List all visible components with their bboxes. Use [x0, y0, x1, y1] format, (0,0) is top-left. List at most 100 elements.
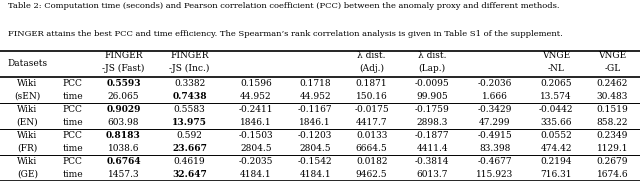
Text: 9462.5: 9462.5 — [356, 170, 387, 179]
Text: 150.16: 150.16 — [356, 92, 388, 101]
Text: 2898.3: 2898.3 — [417, 118, 448, 127]
Text: PCC: PCC — [63, 131, 83, 140]
Text: 83.398: 83.398 — [479, 144, 511, 153]
Text: 0.1718: 0.1718 — [300, 79, 331, 88]
Text: time: time — [62, 118, 83, 127]
Text: Wiki: Wiki — [17, 79, 38, 88]
Text: 858.22: 858.22 — [597, 118, 628, 127]
Text: -0.3814: -0.3814 — [415, 157, 449, 166]
Text: 1846.1: 1846.1 — [300, 118, 331, 127]
Text: -0.1203: -0.1203 — [298, 131, 332, 140]
Text: (GE): (GE) — [17, 170, 38, 179]
Text: λ dist.: λ dist. — [357, 51, 386, 60]
Text: 0.5593: 0.5593 — [106, 79, 141, 88]
Text: Wiki: Wiki — [17, 105, 38, 114]
Text: PCC: PCC — [63, 157, 83, 166]
Text: 1846.1: 1846.1 — [240, 118, 271, 127]
Text: 44.952: 44.952 — [240, 92, 271, 101]
Text: -0.3429: -0.3429 — [477, 105, 512, 114]
Text: -NL: -NL — [548, 64, 564, 73]
Text: 44.952: 44.952 — [300, 92, 331, 101]
Text: -0.1542: -0.1542 — [298, 157, 332, 166]
Text: -0.0095: -0.0095 — [415, 79, 449, 88]
Text: -0.0175: -0.0175 — [355, 105, 389, 114]
Text: 0.7438: 0.7438 — [172, 92, 207, 101]
Text: (sEN): (sEN) — [14, 92, 40, 101]
Text: 47.299: 47.299 — [479, 118, 511, 127]
Text: 0.1871: 0.1871 — [356, 79, 387, 88]
Text: 30.483: 30.483 — [597, 92, 628, 101]
Text: Wiki: Wiki — [17, 157, 38, 166]
Text: 0.2194: 0.2194 — [540, 157, 572, 166]
Text: 716.31: 716.31 — [540, 170, 572, 179]
Text: PCC: PCC — [63, 105, 83, 114]
Text: 0.6764: 0.6764 — [106, 157, 141, 166]
Text: 4184.1: 4184.1 — [300, 170, 331, 179]
Text: Table 2: Computation time (seconds) and Pearson correlation coefficient (PCC) be: Table 2: Computation time (seconds) and … — [8, 2, 559, 10]
Text: -0.1167: -0.1167 — [298, 105, 332, 114]
Text: 603.98: 603.98 — [108, 118, 140, 127]
Text: λ dist.: λ dist. — [418, 51, 447, 60]
Text: 0.4619: 0.4619 — [174, 157, 205, 166]
Text: (Lap.): (Lap.) — [419, 64, 445, 73]
Text: PCC: PCC — [63, 79, 83, 88]
Text: 1038.6: 1038.6 — [108, 144, 140, 153]
Text: 4184.1: 4184.1 — [240, 170, 271, 179]
Text: 6013.7: 6013.7 — [417, 170, 448, 179]
Text: 0.592: 0.592 — [177, 131, 203, 140]
Text: 0.1596: 0.1596 — [240, 79, 272, 88]
Text: -0.1759: -0.1759 — [415, 105, 449, 114]
Text: (FR): (FR) — [17, 144, 38, 153]
Text: 13.574: 13.574 — [540, 92, 572, 101]
Text: VNGE: VNGE — [598, 51, 627, 60]
Text: (EN): (EN) — [17, 118, 38, 127]
Text: -0.2411: -0.2411 — [239, 105, 273, 114]
Text: FINGER: FINGER — [104, 51, 143, 60]
Text: 0.2349: 0.2349 — [597, 131, 628, 140]
Text: 335.66: 335.66 — [540, 118, 572, 127]
Text: FINGER: FINGER — [170, 51, 209, 60]
Text: VNGE: VNGE — [542, 51, 570, 60]
Text: 1457.3: 1457.3 — [108, 170, 140, 179]
Text: 0.9029: 0.9029 — [106, 105, 141, 114]
Text: Datasets: Datasets — [8, 59, 47, 68]
Text: 4417.7: 4417.7 — [356, 118, 387, 127]
Text: 0.0552: 0.0552 — [540, 131, 572, 140]
Text: 0.2462: 0.2462 — [597, 79, 628, 88]
Text: 0.8183: 0.8183 — [106, 131, 141, 140]
Text: 32.647: 32.647 — [172, 170, 207, 179]
Text: 99.905: 99.905 — [416, 92, 448, 101]
Text: time: time — [62, 170, 83, 179]
Text: -0.2035: -0.2035 — [239, 157, 273, 166]
Text: time: time — [62, 92, 83, 101]
Text: 26.065: 26.065 — [108, 92, 140, 101]
Text: 1129.1: 1129.1 — [597, 144, 628, 153]
Text: -JS (Fast): -JS (Fast) — [102, 64, 145, 73]
Text: 0.5583: 0.5583 — [174, 105, 205, 114]
Text: 1674.6: 1674.6 — [596, 170, 628, 179]
Text: time: time — [62, 144, 83, 153]
Text: 115.923: 115.923 — [476, 170, 513, 179]
Text: (Adj.): (Adj.) — [359, 64, 384, 73]
Text: -0.2036: -0.2036 — [477, 79, 512, 88]
Text: 1.666: 1.666 — [482, 92, 508, 101]
Text: -0.1503: -0.1503 — [239, 131, 273, 140]
Text: -0.1877: -0.1877 — [415, 131, 449, 140]
Text: 474.42: 474.42 — [540, 144, 572, 153]
Text: 23.667: 23.667 — [172, 144, 207, 153]
Text: 4411.4: 4411.4 — [417, 144, 448, 153]
Text: 0.1519: 0.1519 — [596, 105, 628, 114]
Text: -GL: -GL — [604, 64, 621, 73]
Text: 0.2679: 0.2679 — [597, 157, 628, 166]
Text: 0.2065: 0.2065 — [540, 79, 572, 88]
Text: Wiki: Wiki — [17, 131, 38, 140]
Text: FINGER attains the best PCC and time efficiency. The Spearman’s rank correlation: FINGER attains the best PCC and time eff… — [8, 30, 563, 38]
Text: 0.0182: 0.0182 — [356, 157, 387, 166]
Text: -0.4677: -0.4677 — [477, 157, 512, 166]
Text: 13.975: 13.975 — [172, 118, 207, 127]
Text: 0.0133: 0.0133 — [356, 131, 387, 140]
Text: 2804.5: 2804.5 — [300, 144, 331, 153]
Text: -JS (Inc.): -JS (Inc.) — [170, 64, 210, 73]
Text: 2804.5: 2804.5 — [240, 144, 271, 153]
Text: -0.4915: -0.4915 — [477, 131, 512, 140]
